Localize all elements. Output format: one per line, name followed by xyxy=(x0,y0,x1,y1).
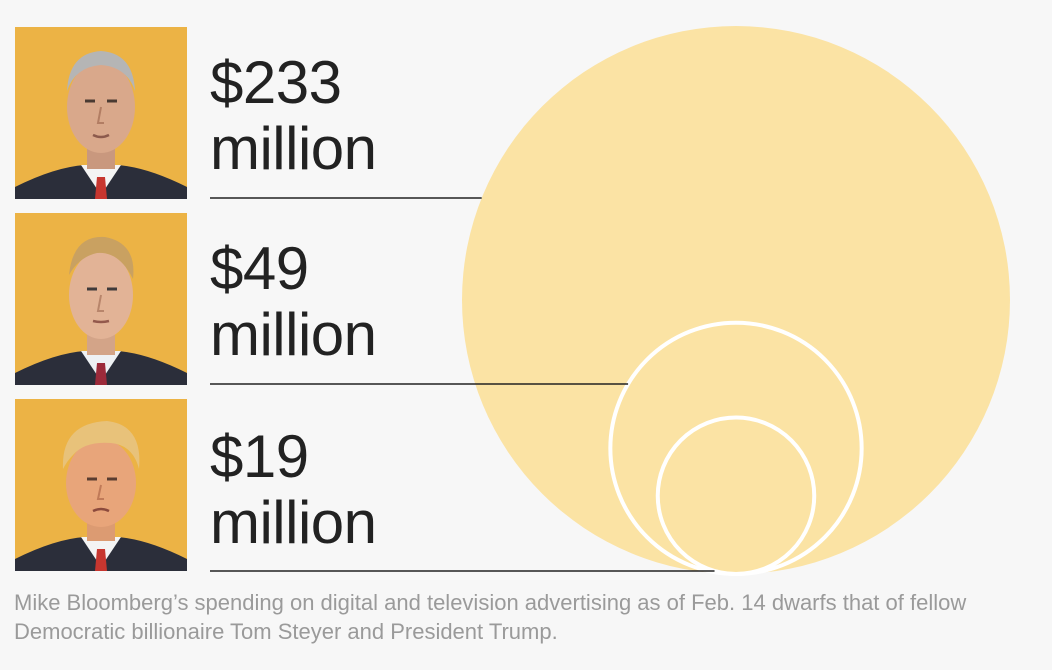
bloomberg-amount-label: $233 million xyxy=(210,50,377,182)
leader-lines-group xyxy=(210,197,715,572)
steyer-portrait xyxy=(15,213,187,385)
trump-amount-label: $19 million xyxy=(210,424,377,556)
steyer-amount-value: $49 xyxy=(210,235,309,302)
trump-amount-value: $19 xyxy=(210,423,309,490)
trump-amount-unit: million xyxy=(210,489,377,556)
bloomberg-amount-unit: million xyxy=(210,115,377,182)
bloomberg-portrait-icon xyxy=(15,27,187,199)
trump-bubble xyxy=(655,415,817,576)
steyer-amount-label: $49 million xyxy=(210,236,377,368)
trump-portrait xyxy=(15,399,187,571)
bloomberg-portrait xyxy=(15,27,187,199)
trump-portrait-icon xyxy=(15,399,187,571)
chart-caption: Mike Bloomberg’s spending on digital and… xyxy=(14,590,967,644)
bubbles-group xyxy=(462,26,1010,577)
steyer-portrait-icon xyxy=(15,213,187,385)
bloomberg-amount-value: $233 xyxy=(210,49,342,116)
bloomberg-bubble xyxy=(462,26,1010,574)
steyer-amount-unit: million xyxy=(210,301,377,368)
